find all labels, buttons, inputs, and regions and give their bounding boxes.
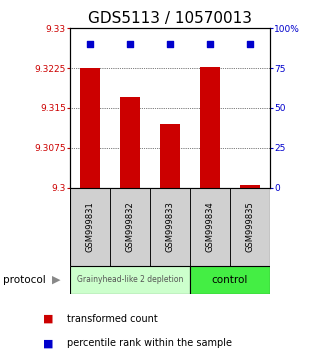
FancyBboxPatch shape — [230, 188, 270, 266]
Title: GDS5113 / 10570013: GDS5113 / 10570013 — [88, 11, 252, 26]
FancyBboxPatch shape — [110, 188, 150, 266]
FancyBboxPatch shape — [150, 188, 190, 266]
FancyBboxPatch shape — [190, 266, 270, 294]
Bar — [240, 185, 260, 188]
Text: GSM999834: GSM999834 — [205, 201, 214, 252]
Text: Grainyhead-like 2 depletion: Grainyhead-like 2 depletion — [77, 275, 183, 284]
Text: ■: ■ — [43, 338, 54, 348]
Text: percentile rank within the sample: percentile rank within the sample — [67, 338, 231, 348]
Text: transformed count: transformed count — [67, 314, 158, 324]
Text: GSM999831: GSM999831 — [85, 201, 95, 252]
Bar — [200, 67, 220, 188]
Bar — [120, 97, 140, 188]
Text: ■: ■ — [43, 314, 54, 324]
Text: GSM999835: GSM999835 — [245, 201, 254, 252]
Point — [167, 41, 172, 47]
Text: control: control — [211, 275, 248, 285]
FancyBboxPatch shape — [190, 188, 230, 266]
Text: GSM999833: GSM999833 — [165, 201, 174, 252]
Text: GSM999832: GSM999832 — [125, 201, 135, 252]
Bar — [80, 68, 100, 188]
Point — [207, 41, 212, 47]
Point — [87, 41, 93, 47]
FancyBboxPatch shape — [70, 188, 110, 266]
Point — [127, 41, 133, 47]
Point — [247, 41, 252, 47]
FancyBboxPatch shape — [70, 266, 190, 294]
Bar — [160, 124, 180, 188]
Text: ▶: ▶ — [52, 275, 60, 285]
Text: protocol: protocol — [3, 275, 46, 285]
